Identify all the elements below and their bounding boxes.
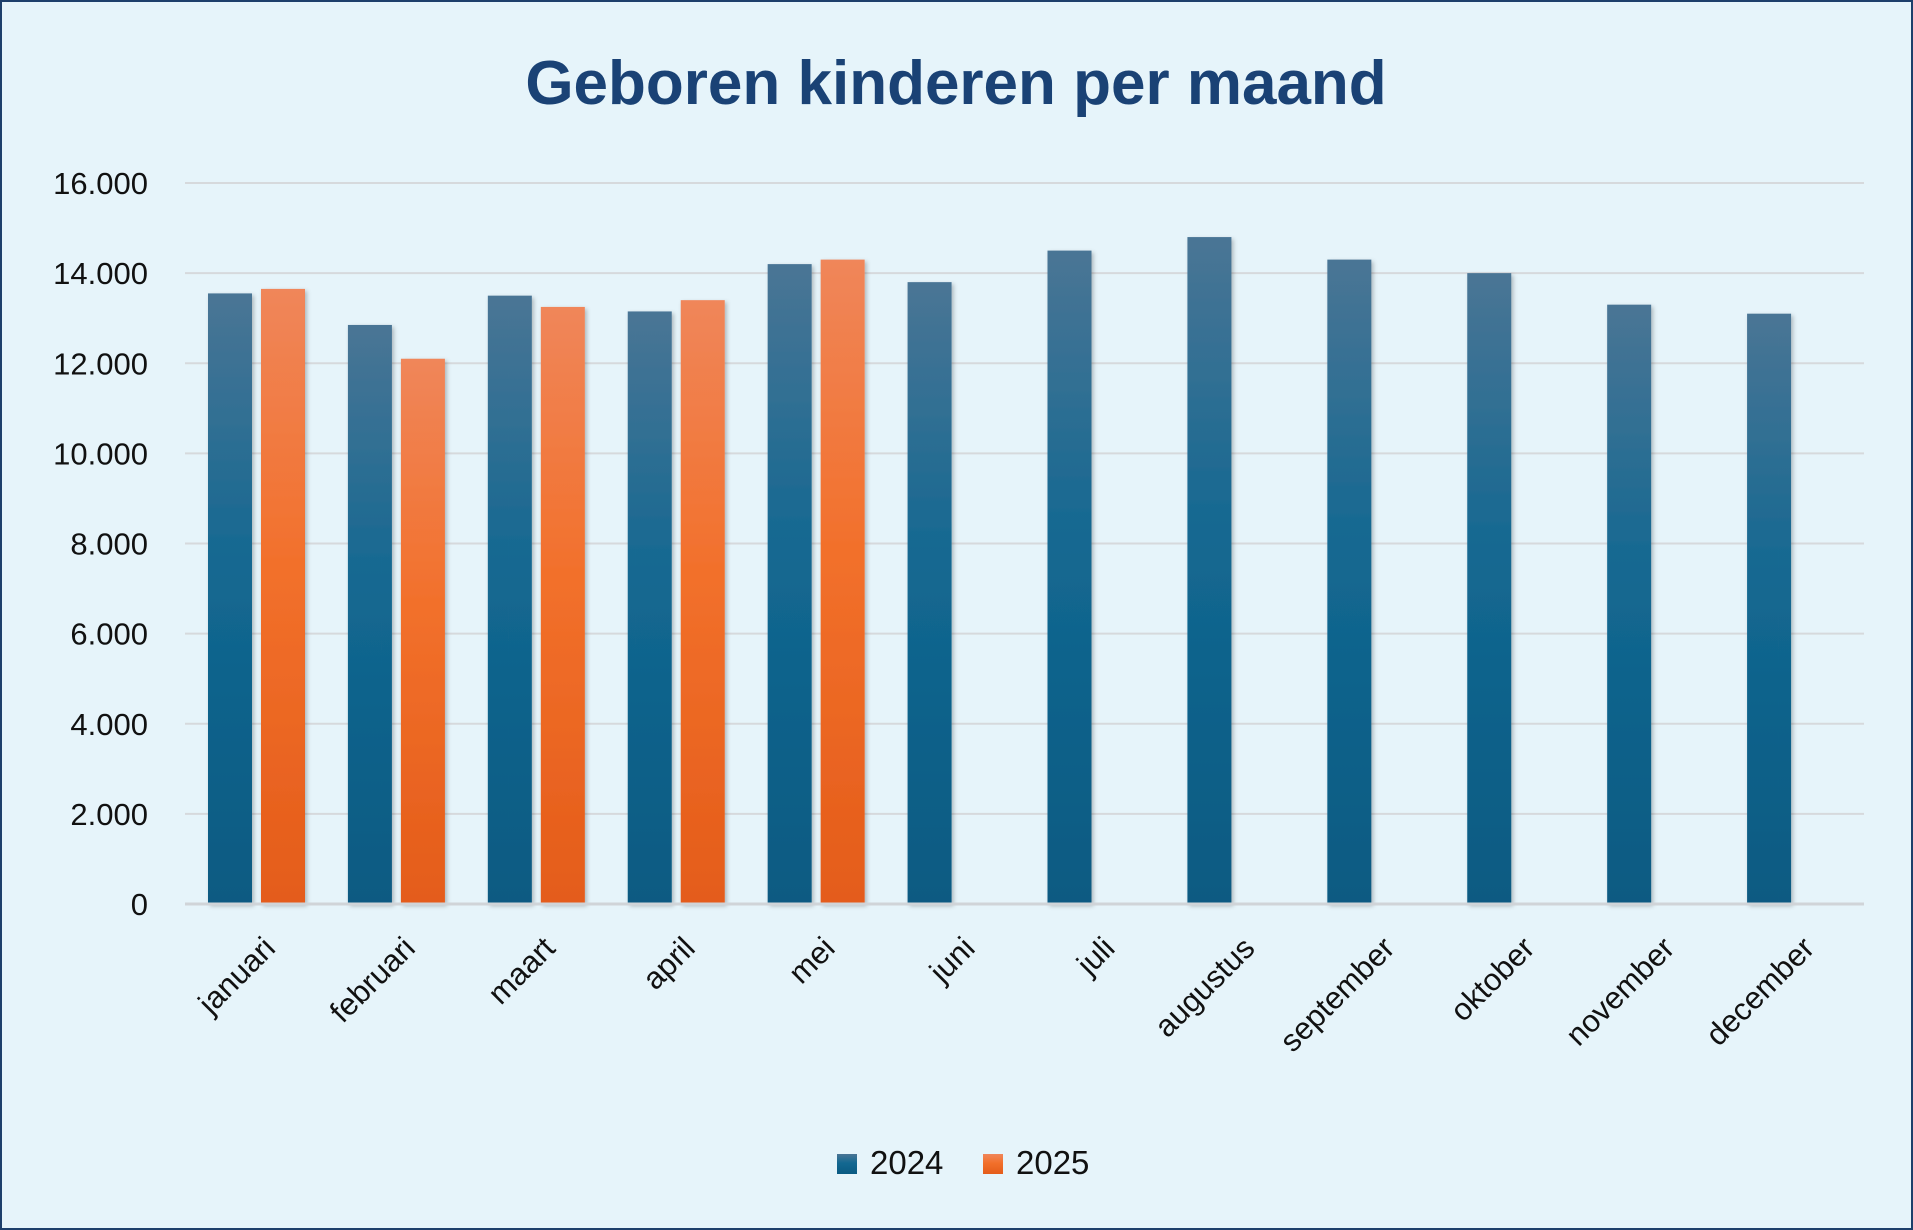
y-tick-label: 6.000 (70, 617, 148, 652)
bar-2024-april (627, 311, 672, 905)
x-tick-label: juni (922, 930, 982, 990)
x-tick-label: december (1699, 930, 1821, 1052)
bar-2024-november (1607, 304, 1652, 904)
bar-2024-september (1327, 259, 1372, 904)
x-tick-label: mei (782, 930, 842, 990)
y-tick-label: 12.000 (53, 346, 148, 381)
y-tick-label: 10.000 (53, 436, 148, 471)
bar-2024-oktober (1467, 273, 1512, 904)
x-tick-label: juli (1069, 930, 1121, 982)
x-tick-label: april (636, 930, 702, 996)
legend-swatch-2024 (837, 1154, 857, 1174)
bar-2025-maart (540, 306, 585, 904)
bar-2024-januari (208, 293, 252, 904)
bar-2024-december (1747, 313, 1792, 904)
bar-2024-augustus (1187, 237, 1232, 904)
x-tick-label: september (1273, 930, 1401, 1058)
y-axis-ticks: 0 2.000 4.000 6.000 8.000 10.000 12.000 14.000 1… (53, 166, 148, 922)
bar-2025-januari (261, 288, 305, 905)
x-axis-ticks: januari februari maart april mei juni juli augu… (191, 930, 1821, 1059)
bar-2025-februari (400, 358, 445, 904)
y-tick-label: 2.000 (70, 797, 148, 832)
bar-layer (208, 237, 1792, 905)
y-tick-label: 16.000 (53, 166, 148, 201)
bar-2024-juli (1047, 250, 1092, 904)
bar-2024-juni (907, 282, 952, 904)
bar-2024-maart (487, 295, 532, 904)
x-tick-label: oktober (1443, 930, 1541, 1028)
x-tick-label: augustus (1148, 930, 1262, 1044)
grid-layer (185, 182, 1864, 815)
legend: 2024 2025 (837, 1144, 1089, 1181)
bar-2024-mei (767, 264, 812, 904)
y-tick-label: 8.000 (70, 527, 148, 562)
y-tick-label: 14.000 (53, 256, 148, 291)
bar-2025-april (680, 300, 725, 905)
x-tick-label: maart (481, 930, 562, 1011)
x-tick-label: november (1559, 930, 1681, 1052)
x-tick-label: februari (323, 930, 422, 1029)
chart-title: Geboren kinderen per maand (525, 49, 1386, 118)
y-tick-label: 0 (131, 887, 148, 922)
bar-2024-februari (347, 324, 392, 904)
legend-swatch-2025 (983, 1154, 1003, 1174)
y-tick-label: 4.000 (70, 707, 148, 742)
x-tick-label: januari (191, 930, 282, 1021)
legend-label-2025: 2025 (1016, 1144, 1089, 1181)
bar-2025-mei (820, 259, 865, 904)
legend-label-2024: 2024 (870, 1144, 943, 1181)
